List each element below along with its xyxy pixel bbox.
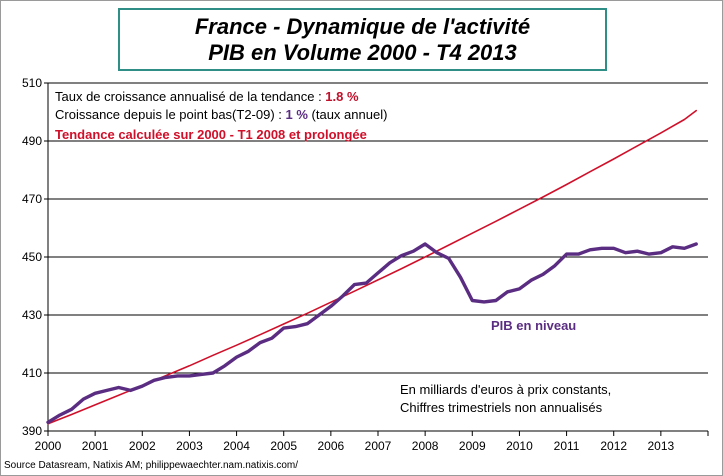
x-tick-label-2001: 2001 [82, 439, 109, 453]
trend-series-label: Tendance calculée sur 2000 - T1 2008 et … [55, 127, 367, 142]
y-axis-ticks: 390 410 430 450 470 490 510 [22, 76, 48, 438]
y-tick-label-510: 510 [22, 76, 42, 90]
x-tick-label-2010: 2010 [506, 439, 533, 453]
y-tick-label-450: 450 [22, 250, 42, 264]
source-note: Source Datasream, Natixis AM; philippewa… [4, 460, 299, 471]
x-tick-label-2007: 2007 [365, 439, 392, 453]
series-lines [46, 109, 698, 425]
pib-series-label: PIB en niveau [491, 318, 576, 333]
grid-lines [48, 82, 708, 374]
growth-since-low-value: 1 % [286, 107, 309, 122]
y-tick-label-410: 410 [22, 366, 42, 380]
trend-series-line [47, 109, 698, 425]
y-tick-label-470: 470 [22, 192, 42, 206]
y-tick-label-390: 390 [22, 424, 42, 438]
growth-trend-note-value: 1.8 % [325, 89, 359, 104]
chart-title-line1: France - Dynamique de l'activité [194, 14, 531, 39]
y-tick-label-490: 490 [22, 134, 42, 148]
growth-since-low-suffix: (taux annuel) [308, 107, 388, 122]
x-tick-label-2004: 2004 [223, 439, 250, 453]
y-tick-label-430: 430 [22, 308, 42, 322]
chart-title-line2: PIB en Volume 2000 - T4 2013 [208, 40, 517, 65]
growth-trend-note: Taux de croissance annualisé de la tenda… [55, 89, 359, 104]
growth-trend-note-label: Taux de croissance annualisé de la tenda… [55, 89, 325, 104]
x-tick-label-2002: 2002 [129, 439, 156, 453]
chart-title-box: France - Dynamique de l'activité PIB en … [118, 8, 607, 71]
x-tick-label-2006: 2006 [318, 439, 345, 453]
units-note-line1: En milliards d'euros à prix constants, [400, 382, 611, 397]
x-tick-label-2008: 2008 [412, 439, 439, 453]
x-tick-label-2005: 2005 [270, 439, 297, 453]
x-tick-label-2013: 2013 [648, 439, 675, 453]
x-tick-label-2000: 2000 [35, 439, 62, 453]
x-tick-label-2011: 2011 [554, 439, 580, 453]
growth-since-low-note: Croissance depuis le point bas(T2-09) : … [55, 107, 387, 122]
x-tick-label-2003: 2003 [176, 439, 203, 453]
x-tick-label-2012: 2012 [600, 439, 627, 453]
growth-since-low-label: Croissance depuis le point bas(T2-09) : [55, 107, 286, 122]
units-note-line2: Chiffres trimestriels non annualisés [400, 400, 603, 415]
pib-series-line [46, 242, 698, 424]
x-tick-label-2009: 2009 [459, 439, 486, 453]
x-axis-ticks: 2000 2001 2002 2003 2004 2005 2006 2007 2008 2009… [35, 431, 709, 453]
